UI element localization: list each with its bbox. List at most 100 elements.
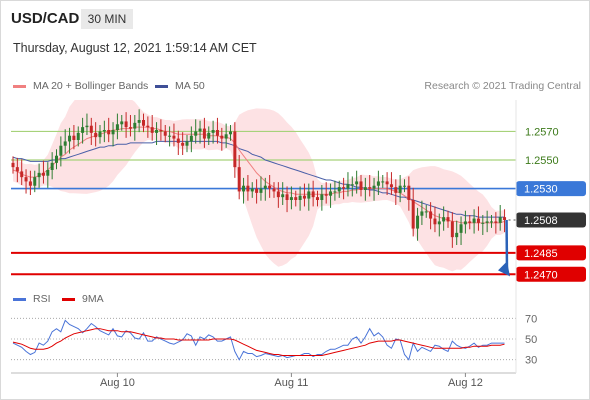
candle-body xyxy=(463,221,467,225)
rsi-level-label: 30 xyxy=(525,355,537,367)
candle-body xyxy=(394,187,398,193)
candle-body xyxy=(207,132,211,139)
candle-body xyxy=(485,221,489,223)
candle-body xyxy=(189,135,193,142)
timestamp: Thursday, August 12, 2021 1:59:14 AM CET xyxy=(13,41,257,55)
candle-body xyxy=(498,217,502,223)
candle-body xyxy=(111,130,115,135)
candles xyxy=(11,109,507,248)
candle-body xyxy=(246,185,250,192)
candle-body xyxy=(363,187,367,190)
candle-body xyxy=(224,134,228,139)
rsi-ma-swatch xyxy=(62,297,75,301)
candle-body xyxy=(155,130,159,133)
candle-body xyxy=(355,181,359,185)
candle-body xyxy=(376,181,380,186)
candle-body xyxy=(381,181,385,183)
candle-body xyxy=(285,194,289,200)
candle-body xyxy=(50,162,54,170)
candle-body xyxy=(320,194,324,200)
candle-body xyxy=(442,217,446,222)
candle-body xyxy=(76,132,80,140)
candle-body xyxy=(307,191,311,199)
x-tick-label: Aug 10 xyxy=(100,377,135,389)
candle-body xyxy=(24,177,28,182)
candle-body xyxy=(94,132,98,138)
candle-body xyxy=(215,130,219,136)
candle-body xyxy=(33,177,37,186)
candle-body xyxy=(281,194,285,198)
candle-body xyxy=(181,142,185,146)
candle-body xyxy=(41,172,45,176)
candle-body xyxy=(420,211,424,216)
candle-body xyxy=(146,125,150,128)
candle-body xyxy=(437,221,441,225)
candle-body xyxy=(302,195,306,199)
candle-body xyxy=(211,130,215,133)
candle-body xyxy=(172,135,176,139)
candle-body xyxy=(63,141,67,146)
candle-body xyxy=(150,127,154,133)
legend-ma20: MA 20 + Bollinger Bands xyxy=(13,80,148,92)
candle-body xyxy=(68,135,72,142)
candle-body xyxy=(459,224,463,233)
candle-body xyxy=(89,125,93,133)
projection-arrow-head xyxy=(498,261,510,277)
legend-rsi: RSI xyxy=(13,293,51,305)
candle-body xyxy=(337,187,341,192)
candle-body xyxy=(202,128,206,139)
candle-body xyxy=(411,200,415,229)
candle-body xyxy=(263,185,267,189)
candle-body xyxy=(237,167,241,192)
candle-body xyxy=(163,131,167,136)
rsi-line xyxy=(12,319,505,361)
x-tick-label: Aug 11 xyxy=(274,377,308,389)
candle-body xyxy=(446,217,450,222)
candle-body xyxy=(133,122,137,129)
candle-body xyxy=(198,128,202,132)
candle-body xyxy=(450,221,454,238)
candle-body xyxy=(115,124,119,130)
candle-body xyxy=(389,184,393,188)
candle-body xyxy=(220,135,224,139)
ma50-line xyxy=(12,140,505,218)
candle-body xyxy=(102,130,106,132)
candle-body xyxy=(176,138,180,143)
candle-body xyxy=(120,121,124,125)
candle-body xyxy=(385,181,389,185)
candle-body xyxy=(481,222,485,224)
candle-body xyxy=(503,217,507,220)
level-label: 1.2485 xyxy=(524,248,558,260)
candle-body xyxy=(298,195,302,200)
candle-body xyxy=(81,127,85,133)
level-label: 1.2570 xyxy=(525,126,559,138)
rsi-level-label: 50 xyxy=(525,334,537,346)
rsi-swatch xyxy=(13,297,26,301)
candle-body xyxy=(229,131,232,135)
candle-body xyxy=(333,191,337,193)
rsi-level-label: 70 xyxy=(525,313,537,325)
candle-body xyxy=(416,215,420,229)
candle-body xyxy=(311,191,315,198)
level-tag-current xyxy=(516,212,586,228)
ma50-swatch xyxy=(155,84,168,88)
level-tag-support xyxy=(516,266,586,282)
candle-body xyxy=(268,185,272,189)
legend-ma50-label: MA 50 xyxy=(175,80,205,92)
candle-body xyxy=(398,185,402,193)
candle-body xyxy=(424,211,428,213)
candle-body xyxy=(11,162,15,168)
ma20-swatch xyxy=(13,84,26,88)
candle-body xyxy=(272,188,276,192)
symbol-title: USD/CAD xyxy=(11,10,80,27)
candle-body xyxy=(372,185,376,189)
candle-body xyxy=(242,185,246,192)
candle-body xyxy=(324,194,328,196)
candle-body xyxy=(250,188,254,192)
candle-body xyxy=(259,188,263,193)
candle-body xyxy=(20,171,24,178)
candle-body xyxy=(490,221,493,223)
timeframe-badge[interactable]: 30 MIN xyxy=(81,9,133,29)
candle-body xyxy=(124,121,128,128)
